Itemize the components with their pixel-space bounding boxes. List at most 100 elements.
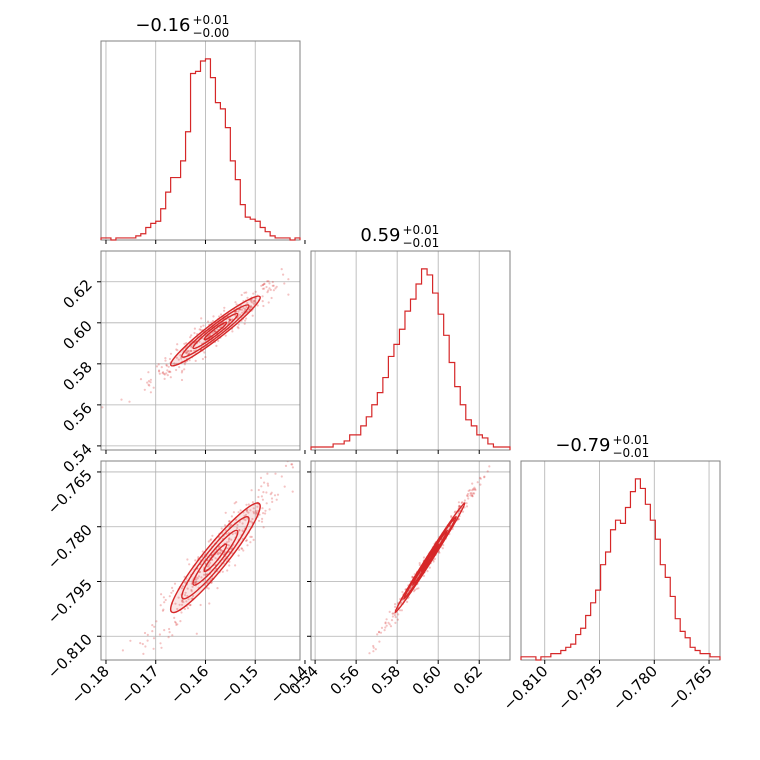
scatter-point <box>261 507 264 510</box>
scatter-point <box>250 298 253 301</box>
scatter-point <box>469 492 472 495</box>
contour-fill <box>170 502 261 613</box>
scatter-point <box>243 291 246 294</box>
scatter-point <box>168 631 171 634</box>
scatter-point <box>183 575 186 579</box>
scatter-point <box>175 356 178 359</box>
scatter-point <box>198 340 201 343</box>
scatter-point <box>242 549 245 552</box>
scatter-point <box>236 325 239 329</box>
scatter-point <box>274 287 277 290</box>
scatter-point <box>200 317 203 320</box>
scatter-point <box>201 357 204 361</box>
scatter-point <box>245 539 248 543</box>
scatter-point <box>121 649 124 652</box>
scatter-point <box>165 372 168 375</box>
scatter-point <box>162 596 165 599</box>
scatter-point <box>180 357 183 360</box>
scatter-point <box>227 540 230 543</box>
scatter-point <box>377 630 381 634</box>
scatter-point <box>483 476 486 479</box>
scatter-point <box>273 494 277 497</box>
contour-line <box>411 529 449 586</box>
scatter-point <box>398 609 402 612</box>
scatter-point <box>411 575 414 578</box>
scatter-point <box>193 349 196 352</box>
scatter-point <box>384 626 387 629</box>
scatter-point <box>287 278 290 281</box>
scatter-point <box>261 498 264 501</box>
scatter-point <box>207 335 210 338</box>
scatter-point <box>175 368 178 372</box>
scatter-point <box>153 625 156 628</box>
scatter-point <box>472 487 475 491</box>
scatter-point <box>181 600 184 603</box>
scatter-point <box>266 291 269 294</box>
scatter-point <box>479 483 482 486</box>
scatter-point <box>231 330 234 333</box>
scatter-point <box>176 343 179 346</box>
scatter-point <box>195 632 198 635</box>
scatter-point <box>379 631 383 634</box>
scatter-point <box>457 501 460 504</box>
scatter-point <box>374 648 377 651</box>
scatter-point <box>223 551 226 554</box>
scatter-point <box>384 622 387 625</box>
scatter-point <box>334 705 336 707</box>
scatter-point <box>249 304 253 308</box>
scatter-point <box>275 498 278 501</box>
scatter-point <box>162 372 166 375</box>
scatter-point <box>246 302 249 305</box>
scatter-point <box>217 339 220 342</box>
contour-line <box>169 295 261 367</box>
scatter-point <box>252 299 255 303</box>
scatter-point <box>460 501 463 505</box>
scatter-point <box>212 315 215 318</box>
scatter-point <box>224 511 227 514</box>
scatter-point <box>228 520 231 523</box>
scatter-point <box>217 552 220 555</box>
scatter-point <box>190 588 193 592</box>
scatter-point <box>252 538 255 542</box>
scatter-point <box>221 570 224 573</box>
scatter-point <box>479 477 482 480</box>
scatter-point <box>266 482 269 485</box>
scatter-point <box>166 369 169 372</box>
scatter-point <box>233 502 236 505</box>
scatter-point <box>240 547 243 550</box>
scatter-point <box>190 334 193 337</box>
scatter-point <box>287 293 290 296</box>
scatter-point <box>393 614 397 617</box>
scatter-point <box>183 607 186 611</box>
scatter-point <box>167 636 170 639</box>
scatter-point <box>182 601 185 604</box>
scatter-point <box>240 293 243 297</box>
x-tick-label: 0.62 <box>450 662 486 698</box>
scatter-point <box>268 287 271 290</box>
scatter-point <box>428 566 431 569</box>
scatter-point <box>167 370 170 373</box>
scatter-point <box>207 587 210 590</box>
scatter-point <box>215 344 218 347</box>
scatter-point <box>254 297 257 300</box>
scatter-point <box>220 325 223 328</box>
scatter-point <box>270 497 274 500</box>
scatter-point <box>476 481 479 484</box>
scatter-point <box>234 564 237 567</box>
scatter-point <box>234 532 237 535</box>
scatter-point <box>239 308 242 311</box>
scatter-point <box>195 578 198 581</box>
scatter-point <box>184 581 187 584</box>
scatter-point <box>169 376 172 379</box>
scatter-point <box>246 296 249 299</box>
scatter-point <box>228 318 231 322</box>
scatter-point <box>257 495 260 499</box>
scatter-point <box>280 475 283 478</box>
scatter-point <box>250 520 253 523</box>
scatter-point <box>185 600 188 603</box>
scatter-point <box>267 484 270 487</box>
scatter-point <box>261 517 264 521</box>
scatter-point <box>170 591 173 594</box>
scatter-point <box>291 463 294 466</box>
scatter-point <box>488 465 491 468</box>
